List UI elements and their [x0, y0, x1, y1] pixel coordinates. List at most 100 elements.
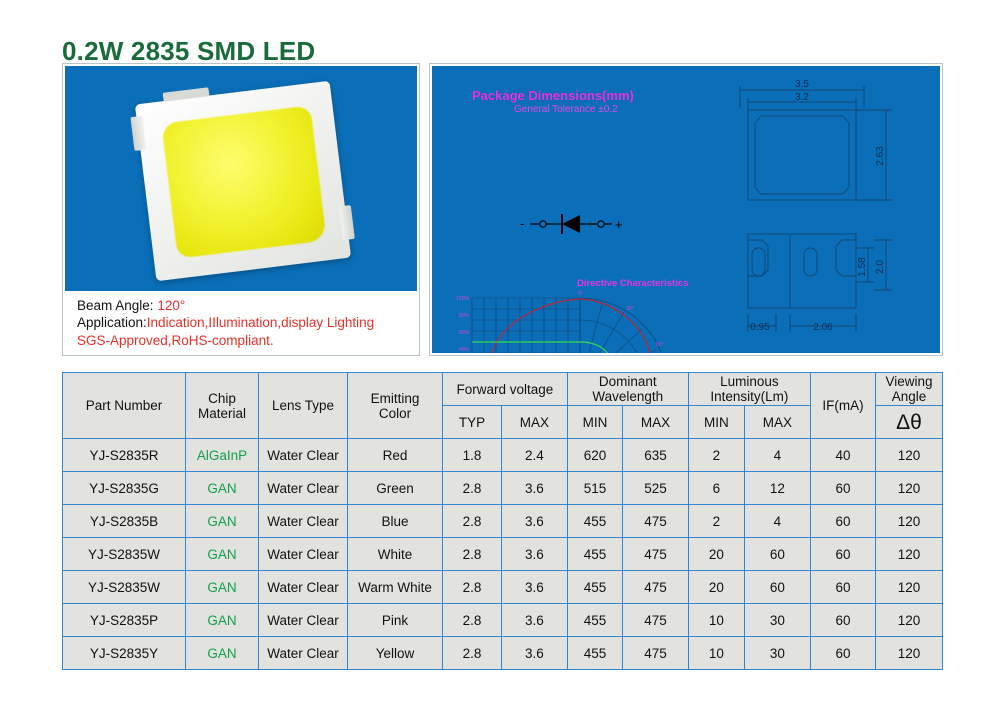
cell-emitting-color: Blue [348, 505, 442, 537]
header-lum-min: MIN [688, 406, 744, 438]
cell-vf-max: 3.6 [502, 505, 567, 537]
cell-lens-type: Water Clear [259, 571, 347, 603]
general-tolerance-label: General Tolerance ±0.2 [514, 104, 618, 115]
cell-if-ma: 60 [811, 571, 875, 603]
header-vf-max: MAX [502, 406, 567, 438]
dim-top-height: 2.63 [875, 146, 886, 166]
cell-part-number: YJ-S2835R [63, 439, 185, 471]
cell-vf-typ: 1.8 [443, 439, 502, 471]
product-photo-panel: Beam Angle: 120° Application:Indication,… [62, 63, 420, 356]
cell-luminous-max: 4 [744, 439, 810, 471]
svg-text:30°: 30° [626, 306, 634, 312]
cell-viewing-angle: 120 [876, 637, 942, 669]
table-row: YJ-S2835W GAN Water Clear Warm White 2.8 3.6 4… [63, 571, 942, 603]
header-lens-type: Lens Type [259, 373, 347, 438]
cell-luminous-max: 60 [744, 538, 810, 570]
cell-if-ma: 60 [811, 637, 875, 669]
package-drawing-panel: Package Dimensions(mm) General Tolerance… [429, 63, 943, 356]
cell-luminous-min: 20 [688, 571, 744, 603]
table-row: YJ-S2835R AlGaInP Water Clear Red 1.8 2.4 620 6… [63, 439, 942, 471]
cell-lens-type: Water Clear [259, 604, 347, 636]
cell-vf-max: 3.6 [502, 571, 567, 603]
cell-lens-type: Water Clear [259, 439, 347, 471]
cell-wavelength-min: 455 [567, 538, 623, 570]
cell-wavelength-min: 515 [567, 472, 623, 504]
header-viewing-angle: Viewing Angle [876, 373, 942, 405]
cell-viewing-angle: 120 [876, 505, 942, 537]
cell-part-number: YJ-S2835W [63, 538, 185, 570]
header-emitting-color: Emitting Color [348, 373, 442, 438]
cell-vf-typ: 2.8 [443, 538, 502, 570]
table-row: YJ-S2835Y GAN Water Clear Yellow 2.8 3.6 455 47… [63, 637, 942, 669]
cell-lens-type: Water Clear [259, 637, 347, 669]
cell-luminous-min: 2 [688, 505, 744, 537]
mechanical-drawing: 3.5 3.2 0.95 2.06 2.63 1.58 2.0 [739, 79, 892, 333]
cell-chip-material: GAN [186, 472, 258, 504]
diode-symbol: - + [520, 214, 623, 234]
compliance-line: SGS-Approved,RoHS-compliant. [77, 332, 274, 348]
header-dominant-wavelength: Dominant Wavelength [567, 373, 688, 405]
directivity-polar-chart: 100% 80% 60% 40% 20% 0% 20% 40% 60% 80% … [456, 291, 664, 353]
cell-chip-material: GAN [186, 505, 258, 537]
header-wl-min: MIN [567, 406, 623, 438]
cell-if-ma: 60 [811, 472, 875, 504]
cell-viewing-angle: 120 [876, 538, 942, 570]
beam-angle-label: Beam Angle: [77, 297, 158, 313]
cell-emitting-color: White [348, 538, 442, 570]
application-value: Indication,IIlumination,display Lighting [146, 315, 375, 330]
header-dominant-wavelength-line1: Dominant [598, 374, 657, 389]
cell-part-number: YJ-S2835Y [63, 637, 185, 669]
cell-luminous-max: 30 [744, 637, 810, 669]
header-emitting-color-line2: Color [378, 405, 412, 421]
cell-wavelength-max: 525 [623, 472, 688, 504]
led-product-photo [123, 80, 373, 289]
header-luminous-intensity-line2: Intensity(Lm) [710, 389, 789, 404]
cell-emitting-color: Yellow [348, 637, 442, 669]
svg-text:+: + [615, 217, 623, 232]
cell-if-ma: 60 [811, 538, 875, 570]
cell-emitting-color: Green [348, 472, 442, 504]
cell-vf-typ: 2.8 [443, 472, 502, 504]
application-line: Application:Indication,IIlumination,disp… [77, 314, 417, 332]
svg-text:60°: 60° [656, 342, 664, 348]
cell-wavelength-max: 475 [623, 604, 688, 636]
cell-emitting-color: Pink [348, 604, 442, 636]
page-title: 0.2W 2835 SMD LED [62, 36, 316, 66]
cell-luminous-min: 20 [688, 538, 744, 570]
cell-lens-type: Water Clear [259, 538, 347, 570]
beam-angle-line: Beam Angle: 120° [77, 297, 417, 315]
header-if-ma: IF(mA) [811, 373, 875, 438]
dim-top-width-outer: 3.5 [795, 79, 809, 90]
cell-lens-type: Water Clear [259, 505, 347, 537]
cell-wavelength-max: 475 [623, 571, 688, 603]
svg-text:40%: 40% [459, 347, 470, 353]
header-chip-material-line2: Material [197, 405, 246, 421]
cell-wavelength-min: 455 [567, 637, 623, 669]
svg-text:80%: 80% [459, 313, 470, 319]
table-row: YJ-S2835W GAN Water Clear White 2.8 3.6 455 475… [63, 538, 942, 570]
header-forward-voltage: Forward voltage [443, 373, 567, 405]
cell-wavelength-min: 455 [567, 571, 623, 603]
dim-pad-width: 2.06 [813, 322, 833, 333]
header-lum-max: MAX [744, 406, 810, 438]
cell-viewing-angle: 120 [876, 571, 942, 603]
cell-wavelength-max: 475 [623, 505, 688, 537]
cell-viewing-angle: 120 [876, 439, 942, 471]
cell-wavelength-min: 455 [567, 505, 623, 537]
led-phosphor-area [161, 105, 327, 259]
photo-backdrop: Beam Angle: 120° Application:Indication,… [65, 66, 417, 353]
cell-chip-material: GAN [186, 538, 258, 570]
header-luminous-intensity-line1: Luminous [720, 374, 779, 389]
cell-vf-max: 2.4 [502, 439, 567, 471]
cell-viewing-angle: 120 [876, 604, 942, 636]
specifications-table: Part Number Chip Material Lens Type Emit… [62, 372, 943, 670]
cell-luminous-min: 2 [688, 439, 744, 471]
cell-vf-typ: 2.8 [443, 571, 502, 603]
cell-luminous-max: 12 [744, 472, 810, 504]
cell-wavelength-max: 475 [623, 637, 688, 669]
header-vf-typ: TYP [443, 406, 502, 438]
cell-lens-type: Water Clear [259, 472, 347, 504]
cell-vf-max: 3.6 [502, 538, 567, 570]
beam-angle-value: 120° [157, 297, 186, 313]
